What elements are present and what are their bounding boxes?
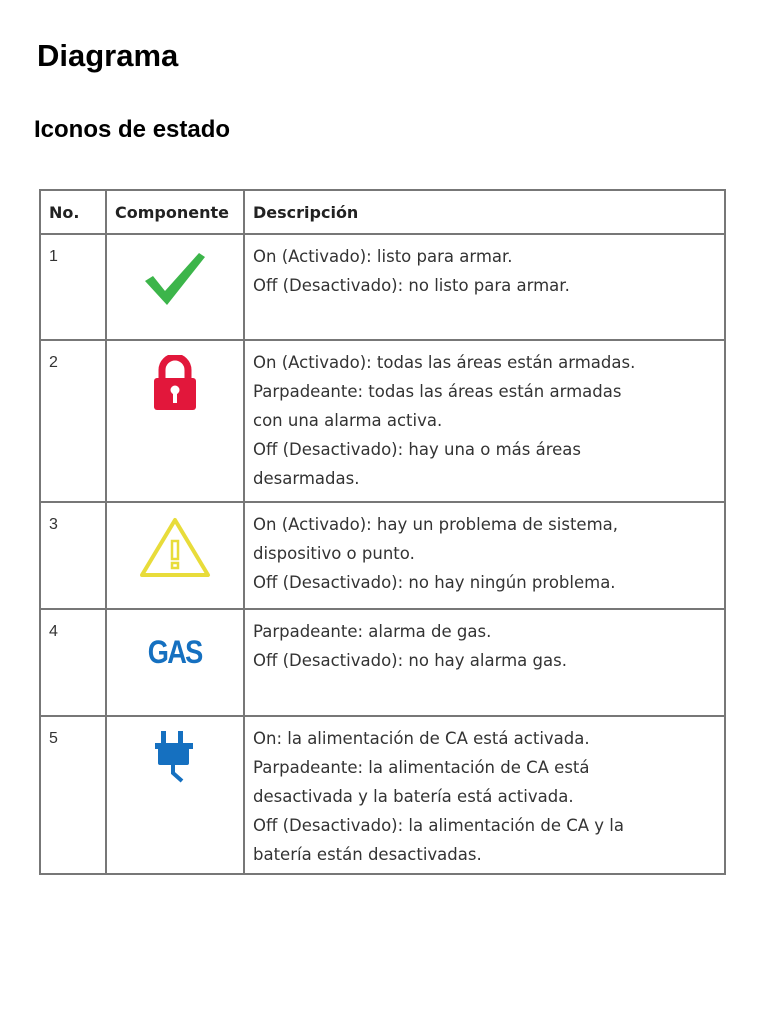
plug-icon — [155, 731, 193, 783]
description-line: desarmadas. — [253, 469, 360, 488]
description-line: Off (Desactivado): no listo para armar. — [253, 276, 570, 295]
row-number: 4 — [39, 608, 107, 717]
page-title: Diagrama — [37, 38, 179, 73]
description-line: On: la alimentación de CA está activada. — [253, 729, 590, 748]
table-header: No. Componente Descripción — [39, 189, 726, 235]
description-line: On (Activado): hay un problema de sistem… — [253, 515, 618, 534]
description-line: Parpadeante: la alimentación de CA está — [253, 758, 590, 777]
row-number: 1 — [39, 233, 107, 341]
description-line: Off (Desactivado): no hay ningún problem… — [253, 573, 616, 592]
description-line: con una alarma activa. — [253, 411, 443, 430]
description-line: dispositivo o punto. — [253, 544, 415, 563]
description-line: Parpadeante: todas las áreas están armad… — [253, 382, 622, 401]
table-row: 4 GAS Parpadeante: alarma de gas. Off (De… — [39, 608, 726, 717]
description-line: Off (Desactivado): la alimentación de CA… — [253, 816, 624, 835]
description-line: Parpadeante: alarma de gas. — [253, 622, 492, 641]
header-component: Componente — [105, 189, 245, 235]
table-row: 1 On (Activado): listo para armar. Off (D… — [39, 233, 726, 341]
description-line: Off (Desactivado): hay una o más áreas — [253, 440, 582, 459]
table-row: 3 On (Activado): hay un problema de sist… — [39, 501, 726, 610]
header-description: Descripción — [243, 189, 726, 235]
lock-icon — [154, 353, 196, 410]
description-line: Off (Desactivado): no hay alarma gas. — [253, 651, 567, 670]
check-icon — [145, 253, 205, 305]
row-number: 2 — [39, 339, 107, 503]
status-icons-table: No. Componente Descripción 1 On (Activad… — [39, 189, 726, 875]
section-title: Iconos de estado — [34, 116, 231, 143]
table-row: 2 On (Activado): todas las áreas están a… — [39, 339, 726, 503]
description-line: On (Activado): listo para armar. — [253, 247, 513, 266]
table-row: 5 On: la alimentación de CA está activad… — [39, 715, 726, 875]
warning-icon — [140, 518, 210, 577]
description-line: On (Activado): todas las áreas están arm… — [253, 353, 636, 372]
row-number: 3 — [39, 501, 107, 610]
header-no: No. — [39, 189, 107, 235]
description-line: batería están desactivadas. — [253, 845, 482, 864]
gas-icon: GAS — [148, 634, 204, 670]
row-number: 5 — [39, 715, 107, 875]
description-line: desactivada y la batería está activada. — [253, 787, 574, 806]
